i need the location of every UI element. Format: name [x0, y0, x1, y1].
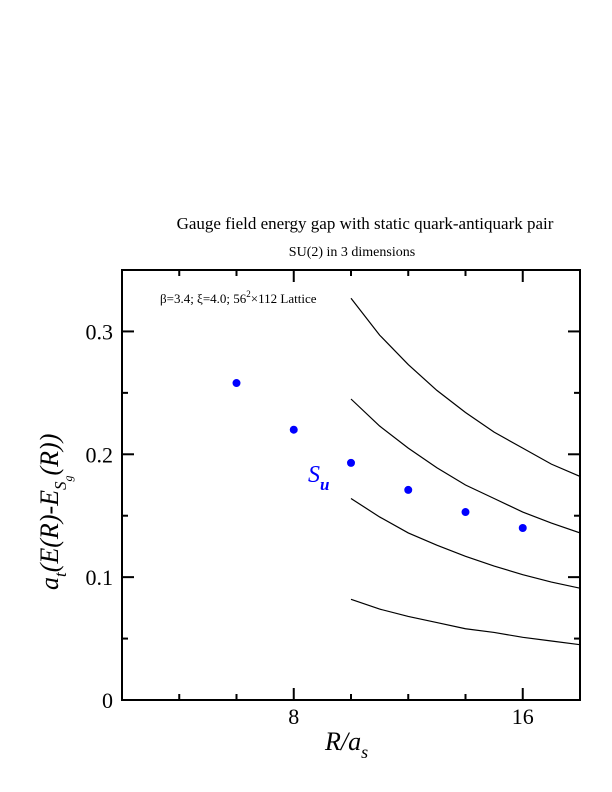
x-axis-label-sub: s	[361, 742, 368, 762]
x-tick-label: 8	[288, 704, 299, 729]
annotation-text: ×112 Lattice	[251, 291, 317, 306]
y-tick-label: 0.3	[86, 319, 114, 344]
annotation-text: β=3.4; ξ=4.0; 56	[160, 291, 247, 306]
y-axis-label-text: a	[35, 577, 64, 590]
curve	[350, 498, 580, 589]
data-point	[404, 485, 413, 494]
curve	[350, 598, 580, 646]
y-axis-label: at(E(R)-ESg(R))	[35, 434, 75, 590]
curve	[350, 297, 580, 477]
data-point	[347, 458, 355, 467]
curve	[350, 398, 580, 534]
y-tick-label: 0.1	[86, 565, 114, 590]
data-point	[518, 524, 527, 532]
y-axis-label-sub: S	[51, 481, 70, 490]
y-tick-label: 0	[102, 688, 113, 713]
annotation: β=3.4; ξ=4.0; 562×112 Lattice	[160, 289, 317, 306]
y-axis-label-text: (R))	[35, 434, 64, 476]
y-axis-label-subsub: g	[61, 475, 75, 481]
data-point	[461, 508, 470, 517]
y-axis-label-text: (E(R)-E	[35, 490, 64, 572]
x-tick-label: 16	[512, 704, 534, 729]
series-label: Su	[308, 462, 329, 494]
series-label-sub: u	[320, 475, 329, 494]
y-axis-label-sub: t	[51, 571, 70, 577]
annotation-sup: 2	[246, 289, 251, 299]
series-label-text: S	[308, 462, 320, 488]
x-axis-label-text: R/a	[324, 727, 361, 756]
data-point	[232, 379, 241, 388]
y-tick-label: 0.2	[86, 442, 114, 467]
data-point	[289, 425, 298, 434]
chart-title: Gauge field energy gap with static quark…	[177, 214, 554, 233]
chart-subtitle: SU(2) in 3 dimensions	[289, 245, 415, 260]
x-axis-label: R/as	[324, 727, 368, 762]
